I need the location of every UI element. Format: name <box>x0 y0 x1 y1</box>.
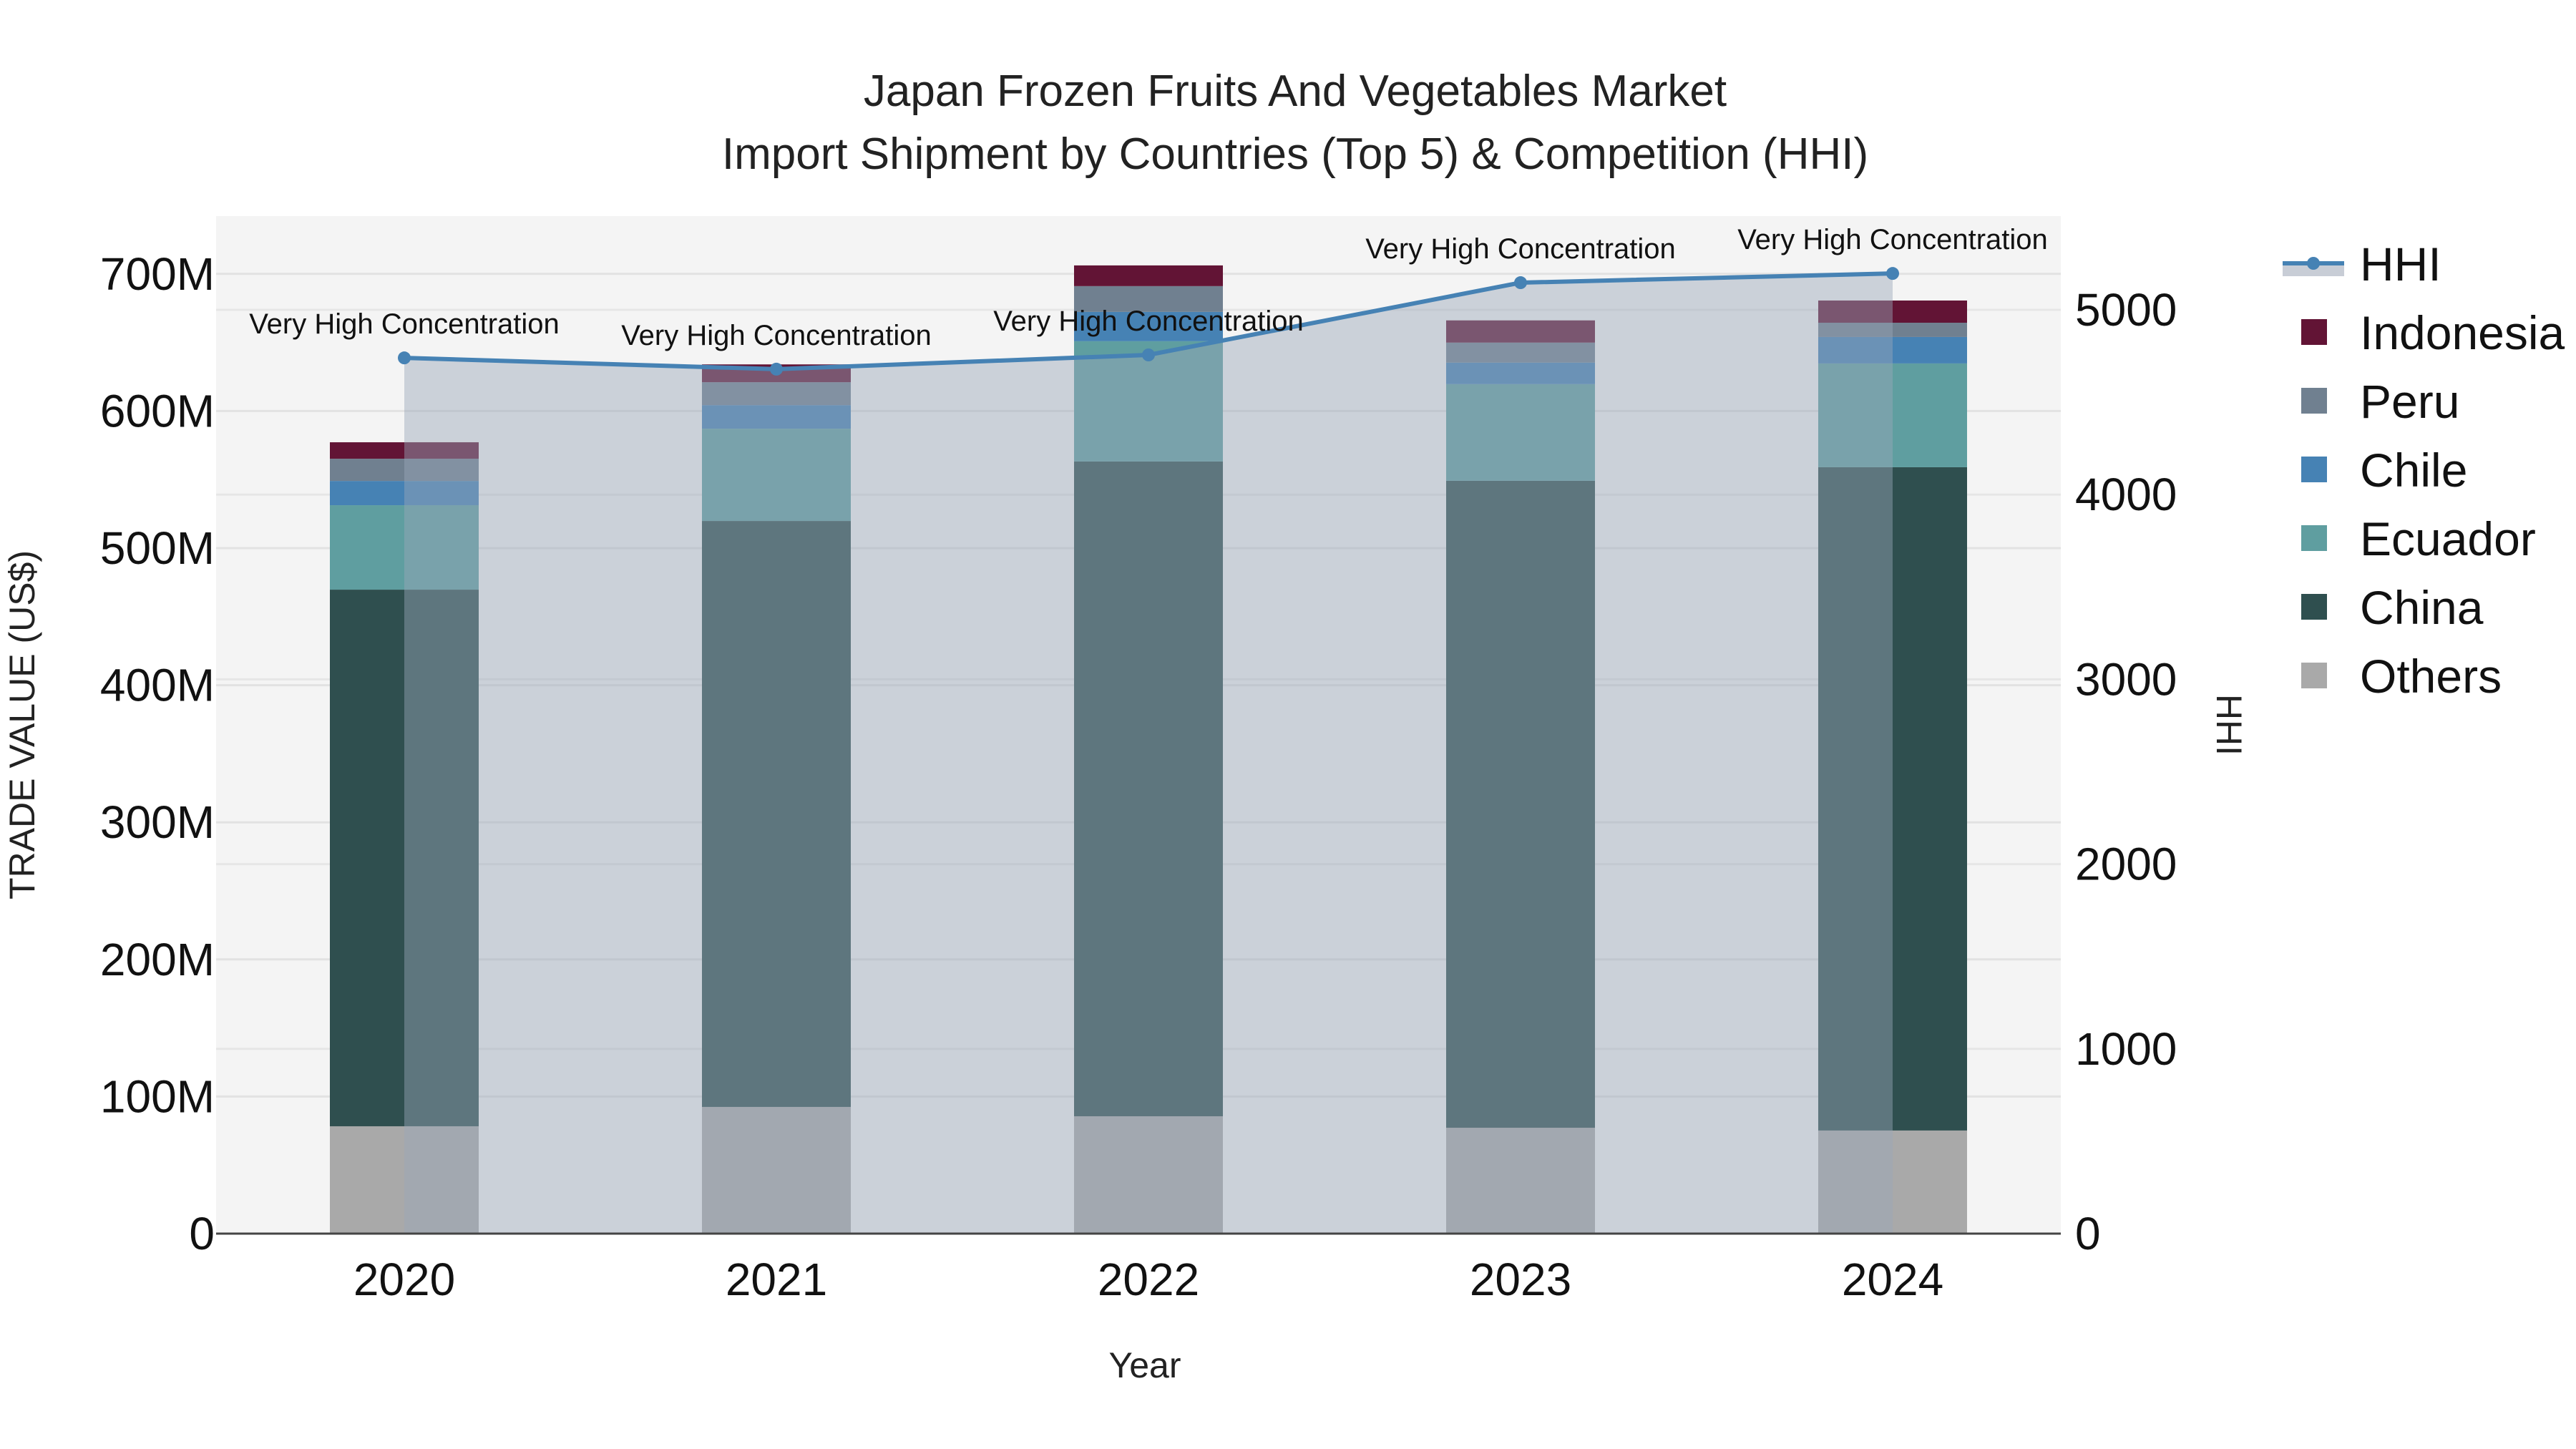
bar-segment-others-2022[interactable] <box>1074 1116 1223 1234</box>
bar-segment-chile-2020[interactable] <box>330 481 479 506</box>
hhi-marker-2022[interactable] <box>1142 348 1155 362</box>
bar-segment-china-2023[interactable] <box>1446 480 1595 1128</box>
bar-segment-peru-2020[interactable] <box>330 459 479 482</box>
y2-axis-title: HHI <box>2209 694 2249 756</box>
x-axis-ticks: 2020 2021 2022 2023 2024 <box>353 1254 1943 1305</box>
y2-tick-label: 2000 <box>2075 839 2177 890</box>
hhi-area-fill <box>404 273 1893 1234</box>
x-tick-label: 2024 <box>1842 1254 1943 1305</box>
legend-swatch-others <box>2301 663 2327 688</box>
bar-segment-chile-2023[interactable] <box>1446 362 1595 384</box>
hhi-marker-2024[interactable] <box>1886 267 1899 280</box>
legend-label-ecuador[interactable]: Ecuador <box>2360 512 2536 565</box>
x-tick-label: 2021 <box>726 1254 827 1305</box>
hhi-marker-2020[interactable] <box>398 351 411 365</box>
x-tick-label: 2023 <box>1470 1254 1571 1305</box>
hhi-annotation: Very High Concentration <box>1737 224 2048 255</box>
bar-segment-indonesia-2022[interactable] <box>1074 265 1223 286</box>
legend-swatch-indonesia <box>2301 319 2327 345</box>
y-tick-label: 100M <box>100 1070 215 1122</box>
legend-swatch-china <box>2301 594 2327 620</box>
hhi-annotation: Very High Concentration <box>1365 233 1676 265</box>
hhi-area <box>404 273 1893 1234</box>
bar-segment-china-2022[interactable] <box>1074 461 1223 1116</box>
x-tick-label: 2022 <box>1098 1254 1199 1305</box>
legend-label-hhi[interactable]: HHI <box>2360 238 2441 291</box>
y2-tick-label: 0 <box>2075 1208 2101 1259</box>
legend-label-chile[interactable]: Chile <box>2360 444 2467 497</box>
bar-segment-ecuador-2021[interactable] <box>702 429 851 522</box>
hhi-marker-2023[interactable] <box>1514 276 1527 290</box>
bar-segment-peru-2023[interactable] <box>1446 342 1595 363</box>
legend-label-peru[interactable]: Peru <box>2360 375 2459 428</box>
legend-hhi-marker <box>2307 257 2320 270</box>
legend-label-others[interactable]: Others <box>2360 650 2502 703</box>
bar-segment-chile-2022[interactable] <box>1074 311 1223 341</box>
legend: HHI Indonesia Peru Chile Ecuador China Others <box>2283 238 2565 703</box>
bar-segment-ecuador-2024[interactable] <box>1818 363 1967 467</box>
bar-segment-china-2021[interactable] <box>702 521 851 1107</box>
y2-tick-label: 3000 <box>2075 653 2177 705</box>
y-tick-label: 300M <box>100 796 215 848</box>
y-tick-label: 400M <box>100 660 215 711</box>
x-axis-title: Year <box>1108 1345 1181 1385</box>
hhi-annotation: Very High Concentration <box>621 320 932 351</box>
y-tick-label: 200M <box>100 934 215 985</box>
legend-label-indonesia[interactable]: Indonesia <box>2360 306 2565 359</box>
y-tick-label: 500M <box>100 522 215 574</box>
bar-segment-indonesia-2024[interactable] <box>1818 300 1967 323</box>
bars <box>330 265 1967 1234</box>
bar-segment-indonesia-2020[interactable] <box>330 442 479 459</box>
y2-tick-label: 1000 <box>2075 1023 2177 1075</box>
chart-title: Japan Frozen Fruits And Vegetables Marke… <box>864 67 1727 116</box>
bar-segment-peru-2022[interactable] <box>1074 286 1223 312</box>
y-axis-ticks: 0 100M 200M 300M 400M 500M 600M 700M <box>100 248 215 1259</box>
bar-segment-others-2020[interactable] <box>330 1126 479 1234</box>
x-tick-label: 2020 <box>353 1254 455 1305</box>
y2-tick-label: 4000 <box>2075 469 2177 520</box>
legend-swatch-peru <box>2301 388 2327 414</box>
bar-segment-ecuador-2020[interactable] <box>330 505 479 590</box>
legend-hhi-area-swatch <box>2283 265 2344 276</box>
y-tick-label: 0 <box>189 1208 215 1259</box>
hhi-annotation: Very High Concentration <box>249 308 560 340</box>
bar-segment-china-2020[interactable] <box>330 590 479 1126</box>
bar-segment-peru-2021[interactable] <box>702 382 851 406</box>
legend-swatch-ecuador <box>2301 525 2327 551</box>
y-axis-title: TRADE VALUE (US$) <box>2 550 42 899</box>
y2-tick-label: 5000 <box>2075 284 2177 336</box>
bar-segment-others-2024[interactable] <box>1818 1130 1967 1234</box>
hhi-marker-2021[interactable] <box>770 362 783 376</box>
hhi-annotation: Very High Concentration <box>993 306 1304 337</box>
y2-axis-ticks: 0 1000 2000 3000 4000 5000 <box>2075 284 2177 1259</box>
y-tick-label: 600M <box>100 385 215 436</box>
chart-subtitle: Import Shipment by Countries (Top 5) & C… <box>722 130 1868 179</box>
bar-segment-indonesia-2023[interactable] <box>1446 320 1595 343</box>
legend-label-china[interactable]: China <box>2360 581 2484 634</box>
bar-segment-ecuador-2023[interactable] <box>1446 384 1595 481</box>
legend-swatch-chile <box>2301 457 2327 482</box>
bar-segment-chile-2024[interactable] <box>1818 336 1967 364</box>
bar-segment-others-2023[interactable] <box>1446 1128 1595 1234</box>
hhi-line <box>398 267 1899 376</box>
bar-segment-chile-2021[interactable] <box>702 405 851 429</box>
bar-segment-peru-2024[interactable] <box>1818 323 1967 337</box>
bar-segment-others-2021[interactable] <box>702 1106 851 1234</box>
y-tick-label: 700M <box>100 248 215 300</box>
annotations: Very High Concentration Very High Concent… <box>249 224 2048 351</box>
bar-segment-china-2024[interactable] <box>1818 467 1967 1131</box>
